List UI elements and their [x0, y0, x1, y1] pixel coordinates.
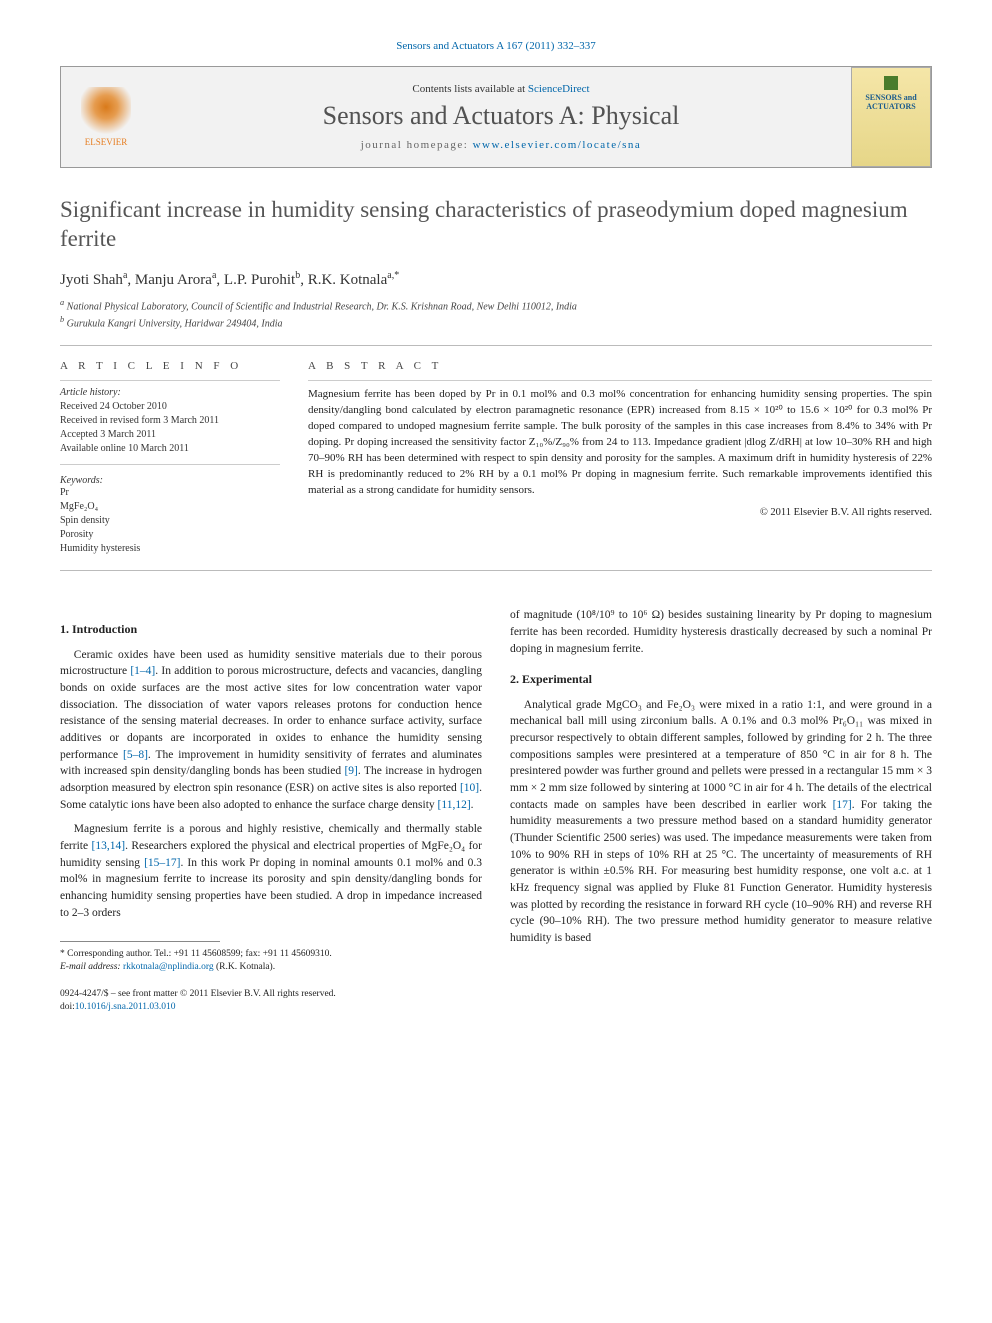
history-label: Article history:	[60, 387, 280, 398]
contents-prefix: Contents lists available at	[412, 83, 527, 95]
abstract-column: A B S T R A C T Magnesium ferrite has be…	[308, 360, 932, 556]
affiliation-b: b Gurukula Kangri University, Haridwar 2…	[60, 314, 932, 331]
article-info-column: A R T I C L E I N F O Article history: R…	[60, 360, 280, 556]
affiliation-b-text: Gurukula Kangri University, Haridwar 249…	[67, 318, 283, 329]
journal-cover-thumbnail: SENSORS and ACTUATORS	[851, 67, 931, 167]
section-heading-intro: 1. Introduction	[60, 621, 482, 638]
cover-text: SENSORS and ACTUATORS	[852, 94, 930, 112]
history-received: Received 24 October 2010	[60, 400, 280, 414]
publisher-logo: ELSEVIER	[61, 67, 151, 167]
intro-paragraph: Ceramic oxides have been used as humidit…	[60, 647, 482, 814]
keyword: Porosity	[60, 528, 280, 542]
history-revised: Received in revised form 3 March 2011	[60, 414, 280, 428]
journal-homepage-line: journal homepage: www.elsevier.com/locat…	[159, 139, 843, 151]
front-matter-line: 0924-4247/$ – see front matter © 2011 El…	[60, 988, 482, 1001]
divider	[60, 345, 932, 346]
corresponding-author-footnote: * Corresponding author. Tel.: +91 11 456…	[60, 948, 482, 974]
divider	[60, 380, 280, 381]
publisher-name: ELSEVIER	[85, 137, 128, 147]
footnote-divider	[60, 941, 220, 942]
history-online: Available online 10 March 2011	[60, 442, 280, 456]
divider	[308, 380, 932, 381]
running-header: Sensors and Actuators A 167 (2011) 332–3…	[60, 40, 932, 52]
keyword: Spin density	[60, 514, 280, 528]
abstract-heading: A B S T R A C T	[308, 360, 932, 372]
article-info-heading: A R T I C L E I N F O	[60, 360, 280, 372]
front-matter: 0924-4247/$ – see front matter © 2011 El…	[60, 988, 482, 1014]
affiliation-a: a National Physical Laboratory, Council …	[60, 297, 932, 314]
cover-badge-icon	[884, 76, 898, 90]
corr-email-line: E-mail address: rkkotnala@nplindia.org (…	[60, 961, 482, 974]
keyword: Humidity hysteresis	[60, 542, 280, 556]
abstract-copyright: © 2011 Elsevier B.V. All rights reserved…	[308, 507, 932, 518]
abstract-text: Magnesium ferrite has been doped by Pr i…	[308, 387, 932, 499]
keyword: MgFe₂O₄	[60, 500, 280, 514]
keywords-label: Keywords:	[60, 475, 280, 486]
history-accepted: Accepted 3 March 2011	[60, 428, 280, 442]
doi-prefix: doi:	[60, 1002, 75, 1012]
experimental-paragraph: Analytical grade MgCO₃ and Fe₂O₃ were mi…	[510, 697, 932, 947]
intro-paragraph: Magnesium ferrite is a porous and highly…	[60, 821, 482, 921]
corr-author-line: * Corresponding author. Tel.: +91 11 456…	[60, 948, 482, 961]
journal-header: ELSEVIER Contents lists available at Sci…	[60, 66, 932, 168]
email-paren: (R.K. Kotnala).	[214, 962, 275, 972]
divider	[60, 464, 280, 465]
article-title: Significant increase in humidity sensing…	[60, 196, 932, 254]
homepage-prefix: journal homepage:	[361, 139, 473, 151]
section-heading-experimental: 2. Experimental	[510, 671, 932, 688]
col2-continuation: of magnitude (10⁸/10⁹ to 10⁶ Ω) besides …	[510, 607, 932, 657]
affiliation-a-text: National Physical Laboratory, Council of…	[67, 301, 577, 312]
info-abstract-row: A R T I C L E I N F O Article history: R…	[60, 360, 932, 556]
elsevier-tree-icon	[81, 87, 131, 137]
email-label: E-mail address:	[60, 962, 123, 972]
body-two-column: 1. Introduction Ceramic oxides have been…	[60, 607, 932, 1013]
sciencedirect-link[interactable]: ScienceDirect	[528, 83, 590, 95]
doi-link[interactable]: 10.1016/j.sna.2011.03.010	[75, 1002, 176, 1012]
email-link[interactable]: rkkotnala@nplindia.org	[123, 962, 214, 972]
homepage-link[interactable]: www.elsevier.com/locate/sna	[473, 139, 642, 151]
doi-line: doi:10.1016/j.sna.2011.03.010	[60, 1001, 482, 1014]
keyword: Pr	[60, 486, 280, 500]
contents-line: Contents lists available at ScienceDirec…	[159, 83, 843, 95]
header-center: Contents lists available at ScienceDirec…	[151, 75, 851, 159]
author-list: Jyoti Shaha, Manju Aroraa, L.P. Purohitb…	[60, 270, 932, 289]
journal-name: Sensors and Actuators A: Physical	[159, 101, 843, 131]
divider	[60, 570, 932, 571]
